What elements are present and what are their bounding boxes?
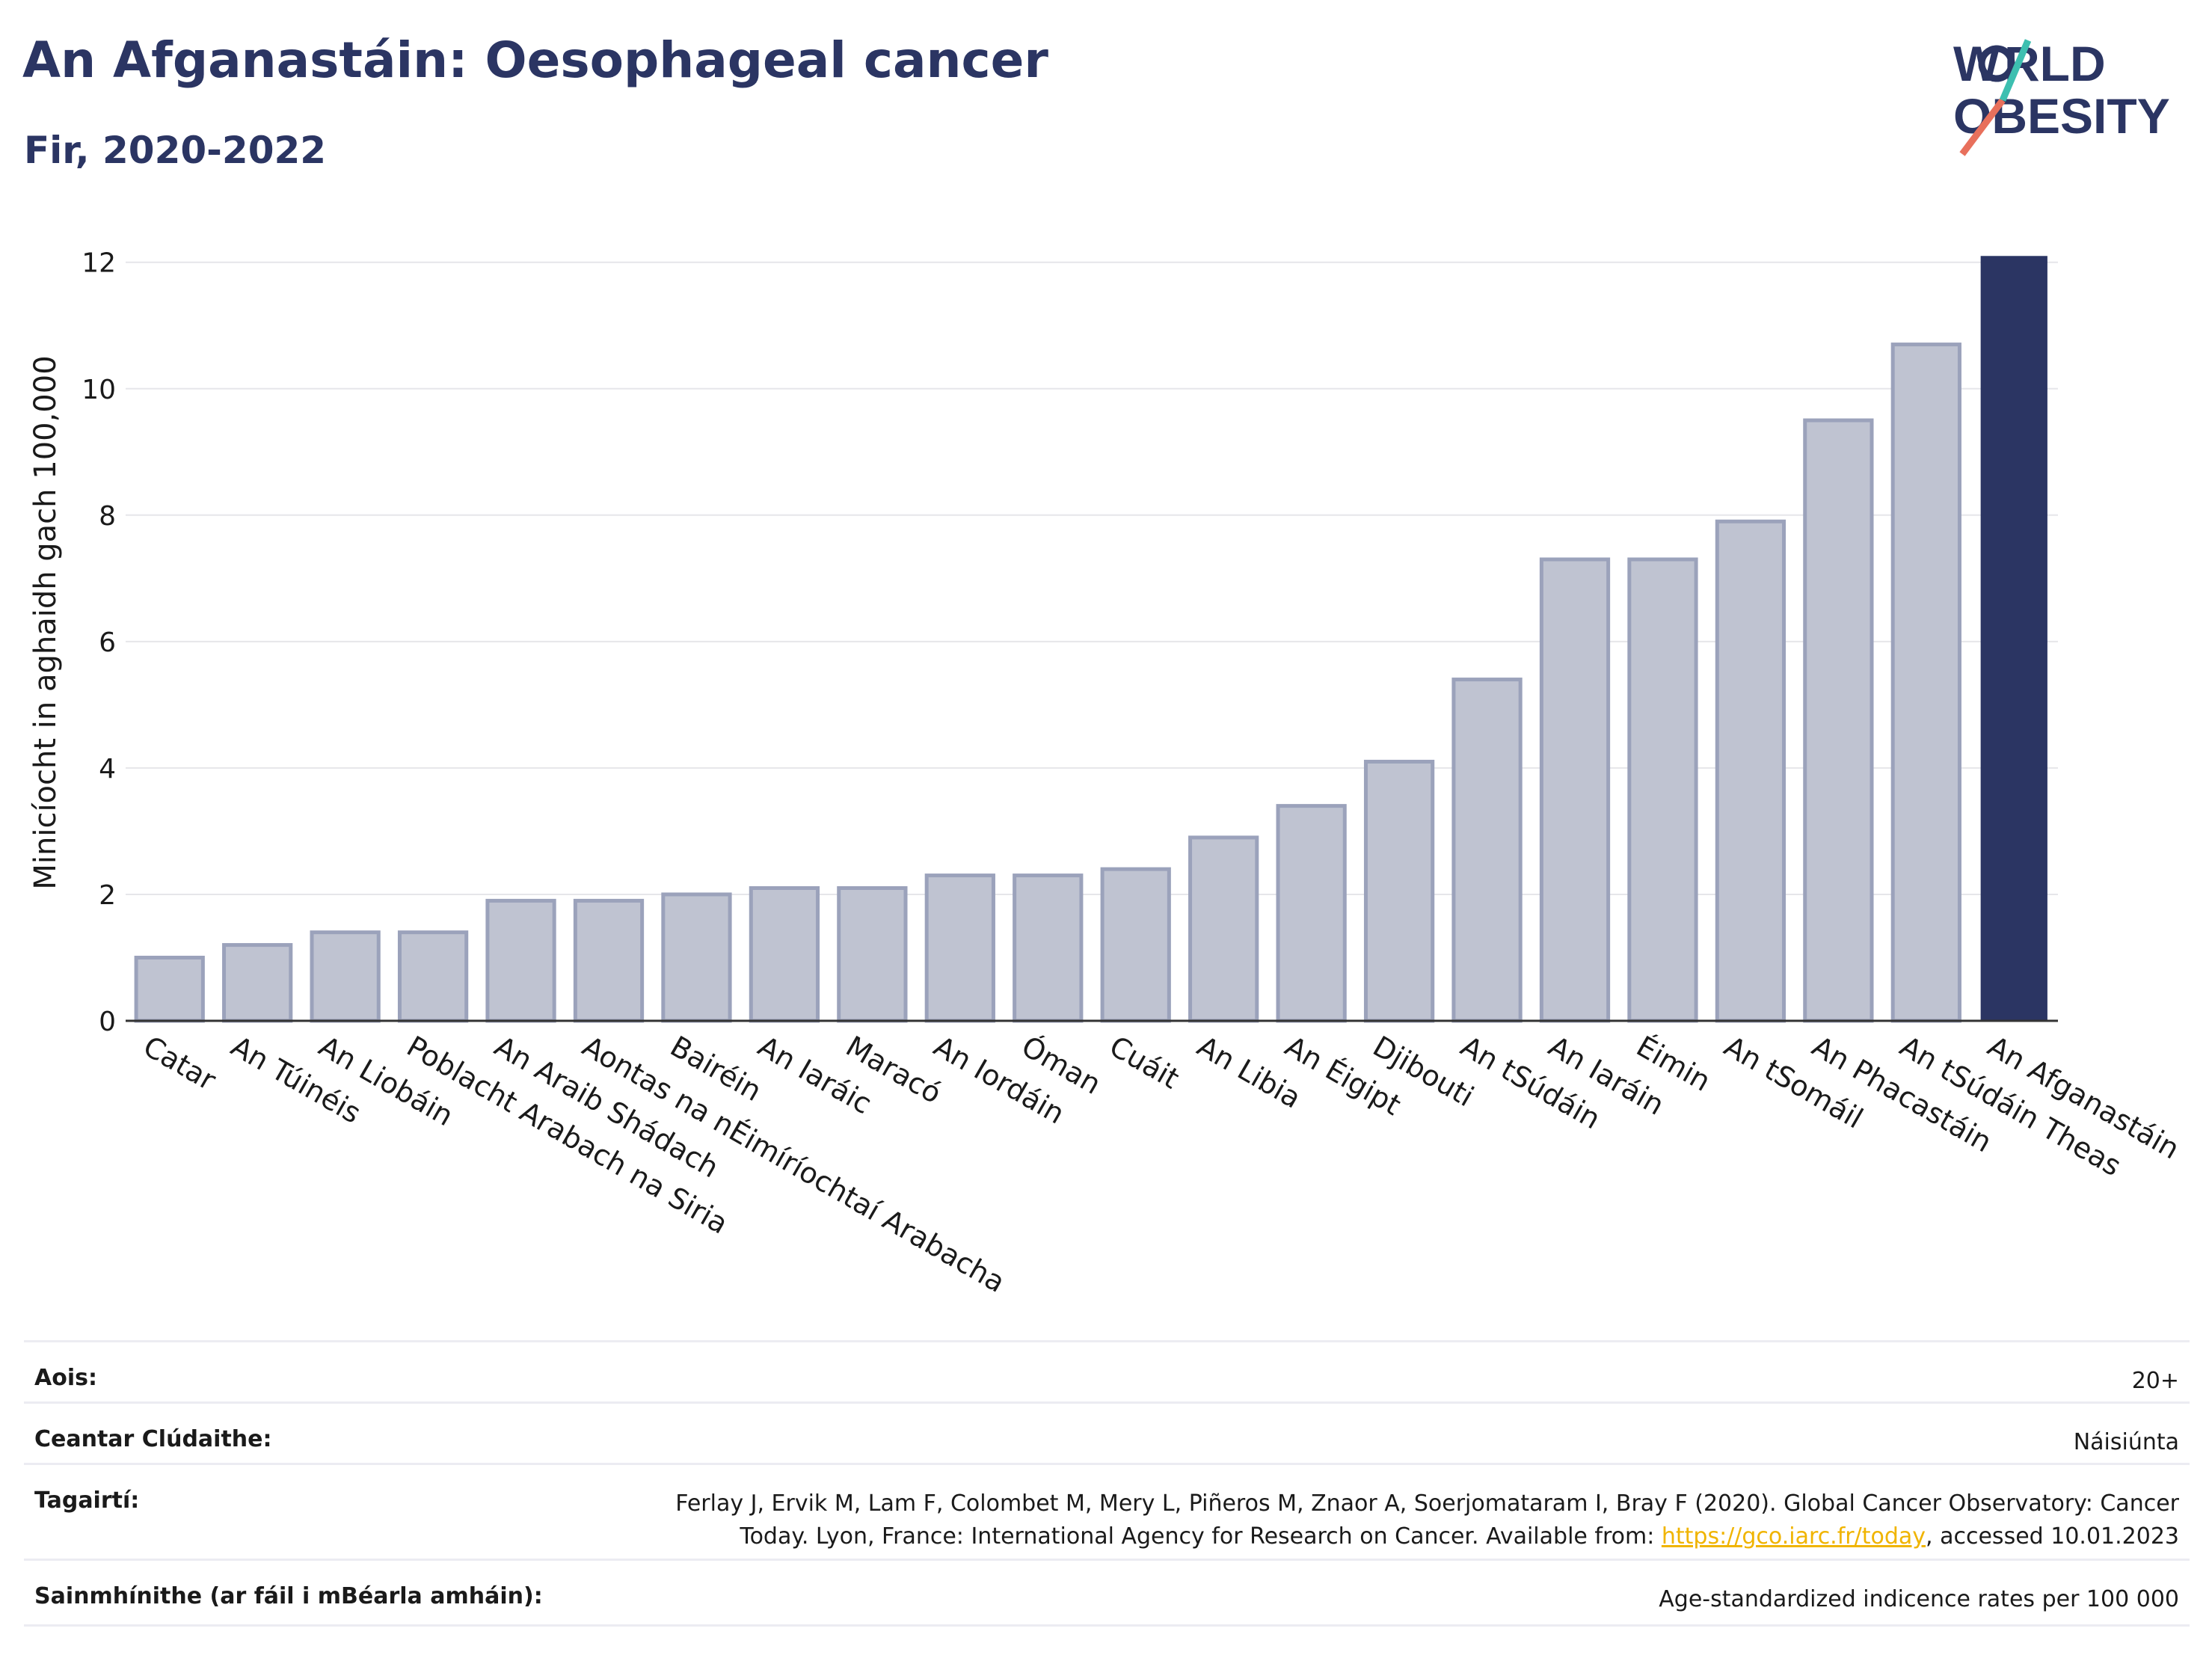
bar <box>661 892 732 1023</box>
bar <box>1013 873 1084 1023</box>
bar <box>749 886 820 1023</box>
bar <box>573 898 645 1023</box>
y-tick-label: 8 <box>99 501 116 532</box>
info-row-age: Aois: 20+ <box>24 1340 2190 1402</box>
y-tick-label: 12 <box>82 248 116 279</box>
bar <box>1980 256 2047 1021</box>
bar <box>1188 835 1259 1023</box>
svg-text:W: W <box>1953 36 2000 91</box>
bar <box>1890 343 1961 1023</box>
bar <box>397 930 469 1023</box>
age-label: Aois: <box>34 1365 97 1391</box>
y-tick-label: 0 <box>99 1007 116 1037</box>
bar <box>1803 418 1874 1023</box>
age-value: 20+ <box>2131 1368 2179 1394</box>
coverage-value: Náisiúnta <box>2073 1429 2179 1455</box>
references-line-1: Ferlay J, Ervik M, Lam F, Colombet M, Me… <box>675 1490 2179 1517</box>
references-link[interactable]: https://gco.iarc.fr/today <box>1661 1523 1926 1550</box>
bar-chart: 0 2 4 6 8 10 12 Minicíocht in aghaidh gach 100,… <box>28 248 2185 1299</box>
x-tick-label: Catar <box>138 1030 221 1097</box>
bar <box>1363 759 1435 1023</box>
bar <box>1539 557 1611 1023</box>
y-axis-title: Minicíocht in aghaidh gach 100,000 <box>28 355 63 889</box>
y-tick-label: 10 <box>82 375 116 405</box>
definitions-value: Age-standardized indicence rates per 100… <box>1659 1586 2179 1612</box>
bar <box>1451 678 1523 1023</box>
definitions-label: Sainmhínithe (ar fáil i mBéarla amháin): <box>34 1583 543 1609</box>
bar <box>222 943 293 1023</box>
info-row-references: Tagairtí: Ferlay J, Ervik M, Lam F, Colo… <box>24 1463 2190 1559</box>
y-tick-label: 2 <box>99 880 116 911</box>
references-accessed: , accessed 10.01.2023 <box>1926 1523 2179 1550</box>
x-tick-label: Cuáit <box>1104 1030 1185 1096</box>
bar <box>134 955 205 1023</box>
references-line-2: Today. Lyon, France: International Agenc… <box>675 1520 2179 1553</box>
references-value: Ferlay J, Ervik M, Lam F, Colombet M, Me… <box>675 1487 2179 1553</box>
bar <box>924 873 995 1023</box>
references-label: Tagairtí: <box>34 1487 140 1514</box>
chart-title: An Afganastáin: Oesophageal cancer <box>22 31 1048 89</box>
bar <box>837 886 908 1023</box>
coverage-label: Ceantar Clúdaithe: <box>34 1426 272 1452</box>
y-tick-label: 4 <box>99 754 116 784</box>
bar <box>1276 804 1347 1023</box>
y-tick-label: 6 <box>99 627 116 658</box>
world-obesity-logo: W RLD OBESITY <box>1953 36 2170 156</box>
bar <box>1715 519 1787 1023</box>
bar <box>1627 557 1698 1023</box>
info-bottom-divider <box>24 1624 2190 1627</box>
bar <box>485 898 556 1023</box>
chart-subtitle: Fir, 2020-2022 <box>24 129 327 172</box>
bar <box>1100 867 1171 1023</box>
references-text: Today. Lyon, France: International Agenc… <box>740 1523 1662 1550</box>
info-row-definitions: Sainmhínithe (ar fáil i mBéarla amháin):… <box>24 1559 2190 1625</box>
info-row-coverage: Ceantar Clúdaithe: Náisiúnta <box>24 1401 2190 1464</box>
bar <box>310 930 381 1023</box>
